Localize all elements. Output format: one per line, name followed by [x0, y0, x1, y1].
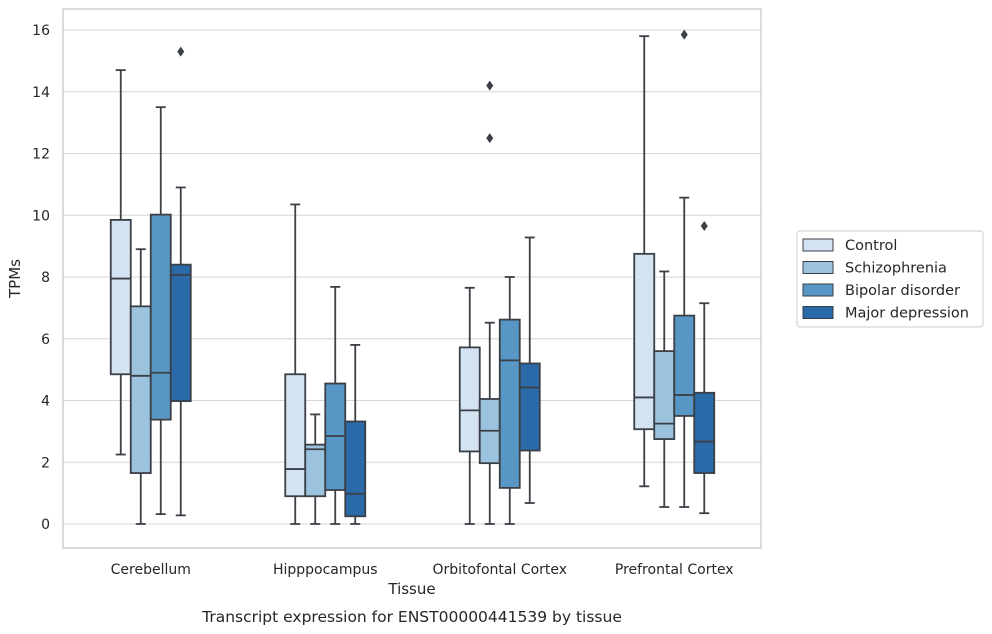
- outlier-marker: [700, 221, 708, 232]
- box: [498, 318, 521, 489]
- chart-caption: Transcript expression for ENST0000044153…: [201, 608, 622, 626]
- outlier-marker: [680, 29, 688, 40]
- box-group: [693, 221, 716, 515]
- y-axis-ticks: 0 2 4 6 8 10 12 14 16: [32, 23, 50, 533]
- legend-label: Major depression: [845, 306, 969, 322]
- box-group: [458, 286, 481, 525]
- box: [129, 305, 152, 474]
- box: [693, 391, 716, 474]
- outlier-marker: [486, 80, 494, 91]
- x-axis-ticks: Cerebellum Hipppocampus Orbitofontal Corte…: [111, 562, 734, 578]
- legend-label: Control: [845, 238, 897, 254]
- box-group: [324, 285, 347, 525]
- y-tick-label: 4: [41, 394, 50, 410]
- plot-area: [109, 29, 716, 525]
- legend-label: Bipolar disorder: [845, 283, 960, 299]
- y-tick-label: 12: [32, 147, 50, 163]
- legend-swatch: [802, 238, 834, 252]
- y-tick-label: 16: [32, 23, 50, 39]
- box-group: [169, 46, 192, 517]
- box-group: [284, 203, 307, 525]
- box-group: [633, 35, 656, 488]
- x-axis-title: Tissue: [387, 580, 435, 598]
- box: [169, 263, 192, 403]
- y-axis-title: TPMs: [6, 259, 24, 299]
- box-group: [498, 276, 521, 525]
- box-group: [304, 413, 327, 525]
- box-group: [129, 248, 152, 525]
- box: [344, 420, 367, 518]
- box: [518, 362, 541, 452]
- box: [149, 213, 172, 421]
- y-tick-label: 10: [32, 208, 50, 224]
- outlier-marker: [486, 133, 494, 144]
- y-tick-label: 6: [41, 332, 50, 348]
- box: [673, 314, 696, 417]
- box: [284, 373, 307, 498]
- y-tick-label: 2: [41, 455, 50, 471]
- x-tick-label: Hipppocampus: [273, 562, 378, 578]
- box: [458, 346, 481, 453]
- box: [304, 443, 327, 498]
- x-tick-label: Orbitofontal Cortex: [432, 562, 567, 578]
- box: [653, 350, 676, 440]
- legend-label: Schizophrenia: [845, 261, 947, 277]
- box: [633, 252, 656, 431]
- legend-frame: [796, 230, 984, 328]
- box: [109, 218, 132, 376]
- legend-swatch: [802, 283, 834, 297]
- box-group: [109, 69, 132, 456]
- plot-frame: [62, 8, 762, 549]
- y-tick-label: 8: [41, 270, 50, 286]
- box-group: [149, 106, 172, 516]
- legend-swatch: [802, 306, 834, 319]
- box-group: [653, 270, 676, 508]
- y-tick-label: 14: [32, 85, 50, 101]
- box-group: [344, 344, 367, 525]
- y-tick-label: 0: [41, 517, 50, 533]
- x-tick-label: Prefrontal Cortex: [615, 562, 734, 578]
- outlier-marker: [177, 46, 185, 57]
- box-group: [478, 80, 501, 525]
- legend: Control Schizophrenia Bipolar disorder Majo…: [796, 230, 984, 328]
- box-group: [518, 236, 541, 504]
- legend-swatch: [802, 261, 834, 274]
- x-tick-label: Cerebellum: [111, 562, 191, 578]
- box-group: [673, 29, 696, 508]
